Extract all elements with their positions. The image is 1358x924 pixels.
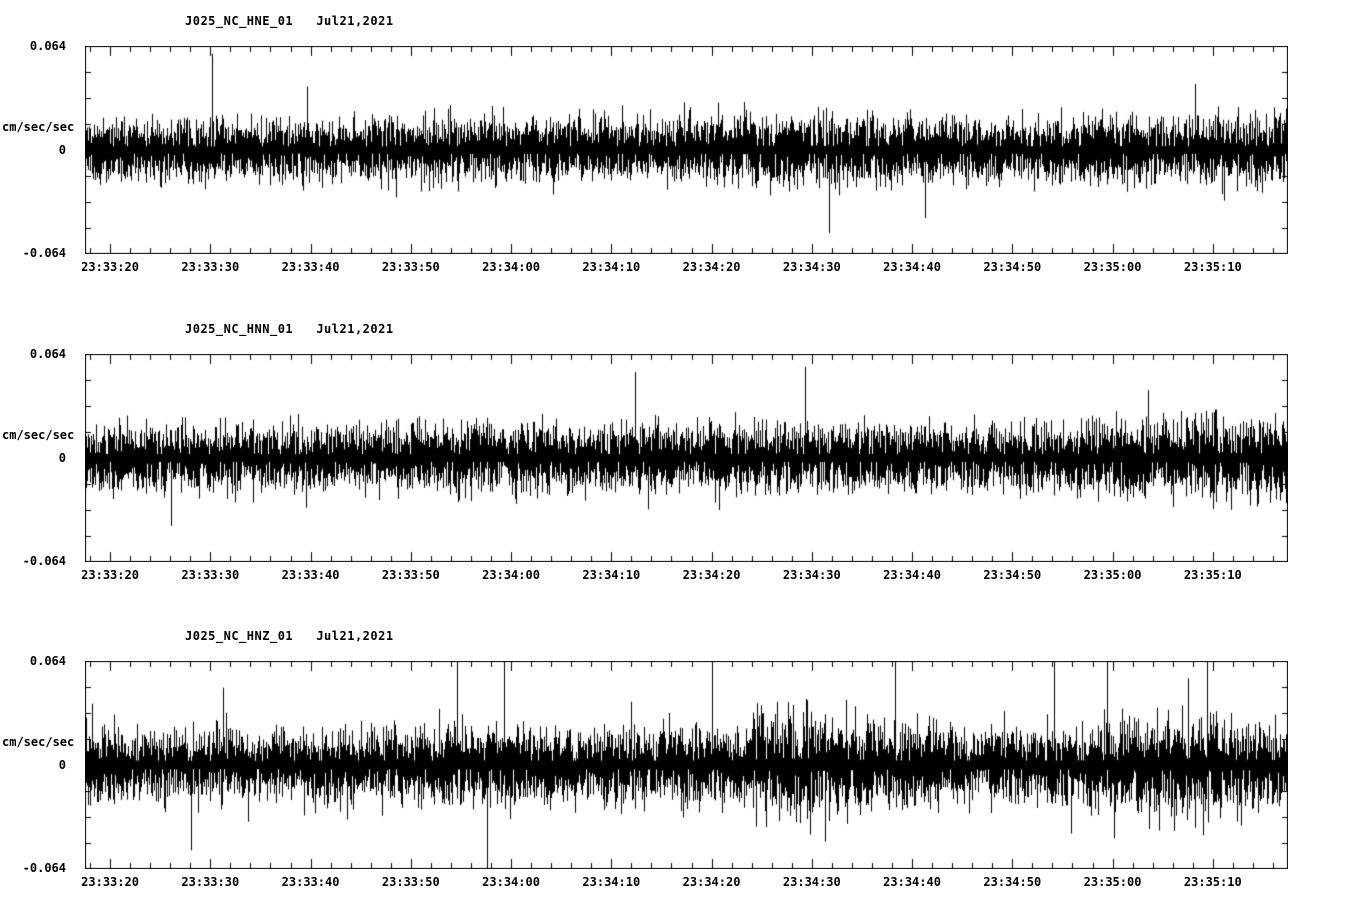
waveform-panel-HNE: J025_NC_HNE_01 Jul21,2021 cm/sec/sec 0.064… (0, 14, 1358, 314)
y-tick-label: -0.064 (22, 246, 66, 260)
x-tick-label: 23:33:30 (181, 568, 240, 582)
waveform-panel-HNN: J025_NC_HNN_01 Jul21,2021 cm/sec/sec 0.064… (0, 322, 1358, 622)
x-tick-label: 23:34:50 (983, 568, 1042, 582)
y-tick-label: 0 (58, 143, 66, 157)
x-tick-label: 23:34:30 (782, 568, 841, 582)
x-tick-label: 23:34:10 (582, 260, 641, 274)
y-tick-label: 0.064 (29, 347, 66, 361)
x-tick-label: 23:34:00 (482, 875, 540, 889)
x-tick-label: 23:35:10 (1183, 568, 1242, 582)
x-tick-label: 23:34:10 (582, 568, 641, 582)
panel-title: J025_NC_HNZ_01 Jul21,2021 (185, 629, 394, 643)
x-tick-label: 23:33:40 (281, 568, 340, 582)
x-tick-label: 23:34:40 (883, 875, 941, 889)
x-tick-label: 23:33:40 (281, 260, 340, 274)
x-tick-label: 23:34:50 (983, 260, 1042, 274)
x-tick-label: 23:33:20 (81, 568, 139, 582)
x-tick-label: 23:33:30 (181, 260, 240, 274)
x-tick-label: 23:33:50 (381, 260, 440, 274)
x-tick-label: 23:33:20 (81, 260, 139, 274)
x-tick-label: 23:33:50 (381, 875, 440, 889)
x-tick-label: 23:35:00 (1083, 260, 1142, 274)
x-tick-label: 23:33:30 (181, 875, 240, 889)
panel-title: J025_NC_HNN_01 Jul21,2021 (185, 322, 394, 336)
y-tick-label: -0.064 (22, 554, 66, 568)
x-tick-label: 23:34:00 (482, 260, 540, 274)
waveform-plot-HNZ (85, 661, 1288, 869)
x-tick-label: 23:34:30 (782, 260, 841, 274)
y-axis-unit-label: cm/sec/sec (2, 428, 75, 442)
y-axis-unit-label: cm/sec/sec (2, 735, 75, 749)
x-tick-label: 23:34:40 (883, 568, 941, 582)
x-tick-label: 23:33:40 (281, 875, 340, 889)
x-tick-label: 23:34:20 (682, 260, 741, 274)
x-tick-label: 23:35:00 (1083, 875, 1142, 889)
waveform-plot-HNE (85, 46, 1288, 254)
y-axis-unit-label: cm/sec/sec (2, 120, 75, 134)
y-tick-label: -0.064 (22, 861, 66, 875)
x-tick-label: 23:34:40 (883, 260, 941, 274)
x-tick-label: 23:34:20 (682, 568, 741, 582)
x-tick-label: 23:35:10 (1183, 875, 1242, 889)
x-tick-label: 23:33:20 (81, 875, 139, 889)
y-tick-label: 0.064 (29, 39, 66, 53)
x-tick-label: 23:34:10 (582, 875, 641, 889)
y-tick-label: 0 (58, 451, 66, 465)
x-tick-label: 23:33:50 (381, 568, 440, 582)
waveform-plot-HNN (85, 354, 1288, 562)
x-tick-label: 23:34:00 (482, 568, 540, 582)
x-tick-label: 23:35:10 (1183, 260, 1242, 274)
x-tick-label: 23:34:50 (983, 875, 1042, 889)
x-tick-label: 23:34:30 (782, 875, 841, 889)
x-tick-label: 23:34:20 (682, 875, 741, 889)
panel-title: J025_NC_HNE_01 Jul21,2021 (185, 14, 394, 28)
y-tick-label: 0 (58, 758, 66, 772)
x-tick-label: 23:35:00 (1083, 568, 1142, 582)
y-tick-label: 0.064 (29, 654, 66, 668)
waveform-panel-HNZ: J025_NC_HNZ_01 Jul21,2021 cm/sec/sec 0.064… (0, 629, 1358, 924)
